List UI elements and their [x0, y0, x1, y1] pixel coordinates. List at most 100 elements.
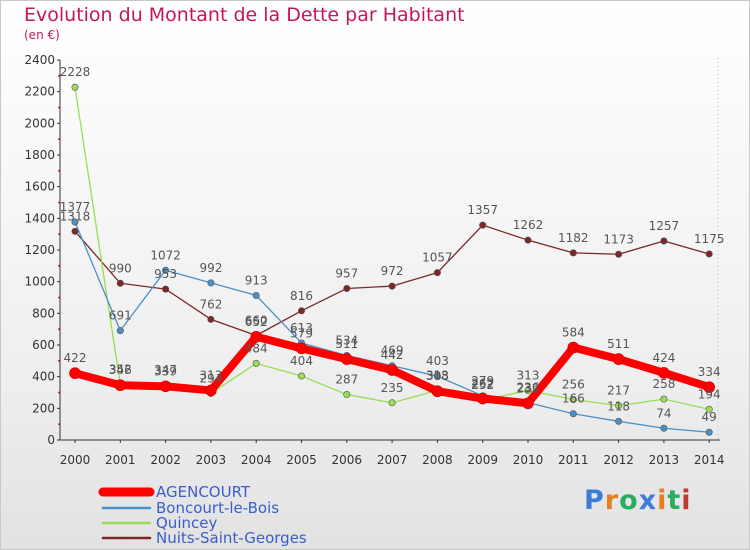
- data-point: [207, 315, 215, 323]
- data-label: 1072: [150, 248, 181, 262]
- data-point: [205, 384, 217, 397]
- data-point: [297, 372, 305, 380]
- data-label: 347: [154, 363, 177, 377]
- x-tick-label: 2006: [332, 453, 363, 467]
- data-label: 313: [426, 368, 449, 382]
- data-label: 2228: [60, 65, 91, 79]
- x-tick-label: 2008: [422, 453, 453, 467]
- y-tick-label: 400: [32, 370, 55, 384]
- data-point: [388, 399, 396, 407]
- data-point: [433, 372, 441, 380]
- data-label: 217: [607, 384, 630, 398]
- data-label: 992: [199, 261, 222, 275]
- data-point: [660, 395, 668, 403]
- data-label: 346: [109, 363, 132, 377]
- data-point: [340, 353, 353, 365]
- data-point: [388, 282, 396, 290]
- data-label: 1175: [694, 232, 725, 246]
- legend-label: Quincey: [156, 514, 217, 532]
- data-point: [71, 218, 79, 226]
- data-point: [705, 428, 713, 436]
- y-minor-tick: [58, 201, 60, 204]
- data-point: [386, 364, 398, 376]
- data-label: 352: [109, 362, 132, 376]
- x-tick-label: 2003: [196, 453, 227, 467]
- data-point: [252, 359, 260, 367]
- data-label: 691: [109, 309, 132, 323]
- data-label: 1318: [60, 209, 91, 223]
- data-point: [207, 279, 215, 287]
- data-label: 953: [154, 267, 177, 281]
- data-point: [703, 381, 716, 393]
- y-tick-label: 1800: [24, 148, 55, 162]
- x-tick-label: 2011: [558, 453, 589, 467]
- data-point: [69, 367, 81, 379]
- data-point: [162, 266, 170, 274]
- data-label: 235: [381, 381, 404, 395]
- legend-label: Nuits-Saint-Georges: [156, 529, 307, 547]
- data-point: [567, 341, 580, 354]
- data-point: [615, 417, 623, 425]
- y-tick-label: 1200: [24, 243, 55, 257]
- data-point: [660, 237, 668, 245]
- data-label: 308: [426, 369, 449, 383]
- data-point: [295, 342, 308, 355]
- x-tick-label: 2004: [241, 453, 272, 467]
- data-label: 1182: [558, 231, 589, 245]
- data-label: 256: [562, 377, 585, 391]
- data-label: 422: [64, 351, 87, 365]
- data-label: 194: [698, 387, 721, 401]
- data-label: 49: [702, 410, 717, 424]
- legend-label: Boncourt-le-Bois: [156, 499, 279, 517]
- data-label: 339: [154, 364, 177, 378]
- y-tick-label: 2000: [24, 116, 55, 130]
- x-tick-label: 2007: [377, 453, 408, 467]
- data-point: [433, 269, 441, 277]
- y-minor-tick: [58, 106, 60, 109]
- data-point: [705, 250, 713, 258]
- data-label: 236: [517, 381, 540, 395]
- data-point: [71, 83, 79, 91]
- data-label: 1173: [603, 232, 634, 246]
- data-label: 404: [290, 354, 313, 368]
- data-point: [569, 249, 577, 257]
- chart-title: Evolution du Montant de la Dette par Hab…: [24, 4, 465, 26]
- y-tick-label: 1000: [24, 275, 55, 289]
- data-label: 484: [245, 341, 268, 355]
- data-point: [116, 279, 124, 287]
- y-minor-tick: [58, 233, 60, 236]
- y-tick-label: 800: [32, 306, 55, 320]
- y-minor-tick: [58, 169, 60, 172]
- x-tick-label: 2012: [603, 453, 634, 467]
- proxiti-logo: Proxiti: [584, 485, 692, 516]
- y-minor-tick: [58, 264, 60, 267]
- y-minor-tick: [58, 359, 60, 362]
- data-label: 1257: [649, 219, 680, 233]
- data-label: 990: [109, 261, 132, 275]
- data-point: [612, 353, 625, 365]
- data-label: 442: [381, 348, 404, 362]
- data-label: 118: [607, 399, 630, 413]
- y-tick-label: 0: [47, 433, 55, 447]
- data-point: [476, 392, 489, 405]
- data-label: 579: [290, 326, 313, 340]
- y-tick-label: 600: [32, 338, 55, 352]
- data-label: 294: [199, 371, 222, 385]
- data-label: 334: [698, 365, 721, 379]
- data-label: 424: [652, 351, 675, 365]
- data-point: [162, 285, 170, 293]
- data-point: [569, 410, 577, 418]
- data-point: [569, 395, 577, 403]
- data-label: 913: [245, 273, 268, 287]
- y-minor-tick: [58, 74, 60, 77]
- y-minor-tick: [58, 296, 60, 299]
- data-point: [297, 307, 305, 315]
- data-point: [705, 405, 713, 413]
- data-label: 534: [335, 333, 358, 347]
- data-label: 1262: [513, 218, 544, 232]
- y-minor-tick: [58, 391, 60, 394]
- x-tick-label: 2001: [105, 453, 136, 467]
- data-label: 660: [245, 314, 268, 328]
